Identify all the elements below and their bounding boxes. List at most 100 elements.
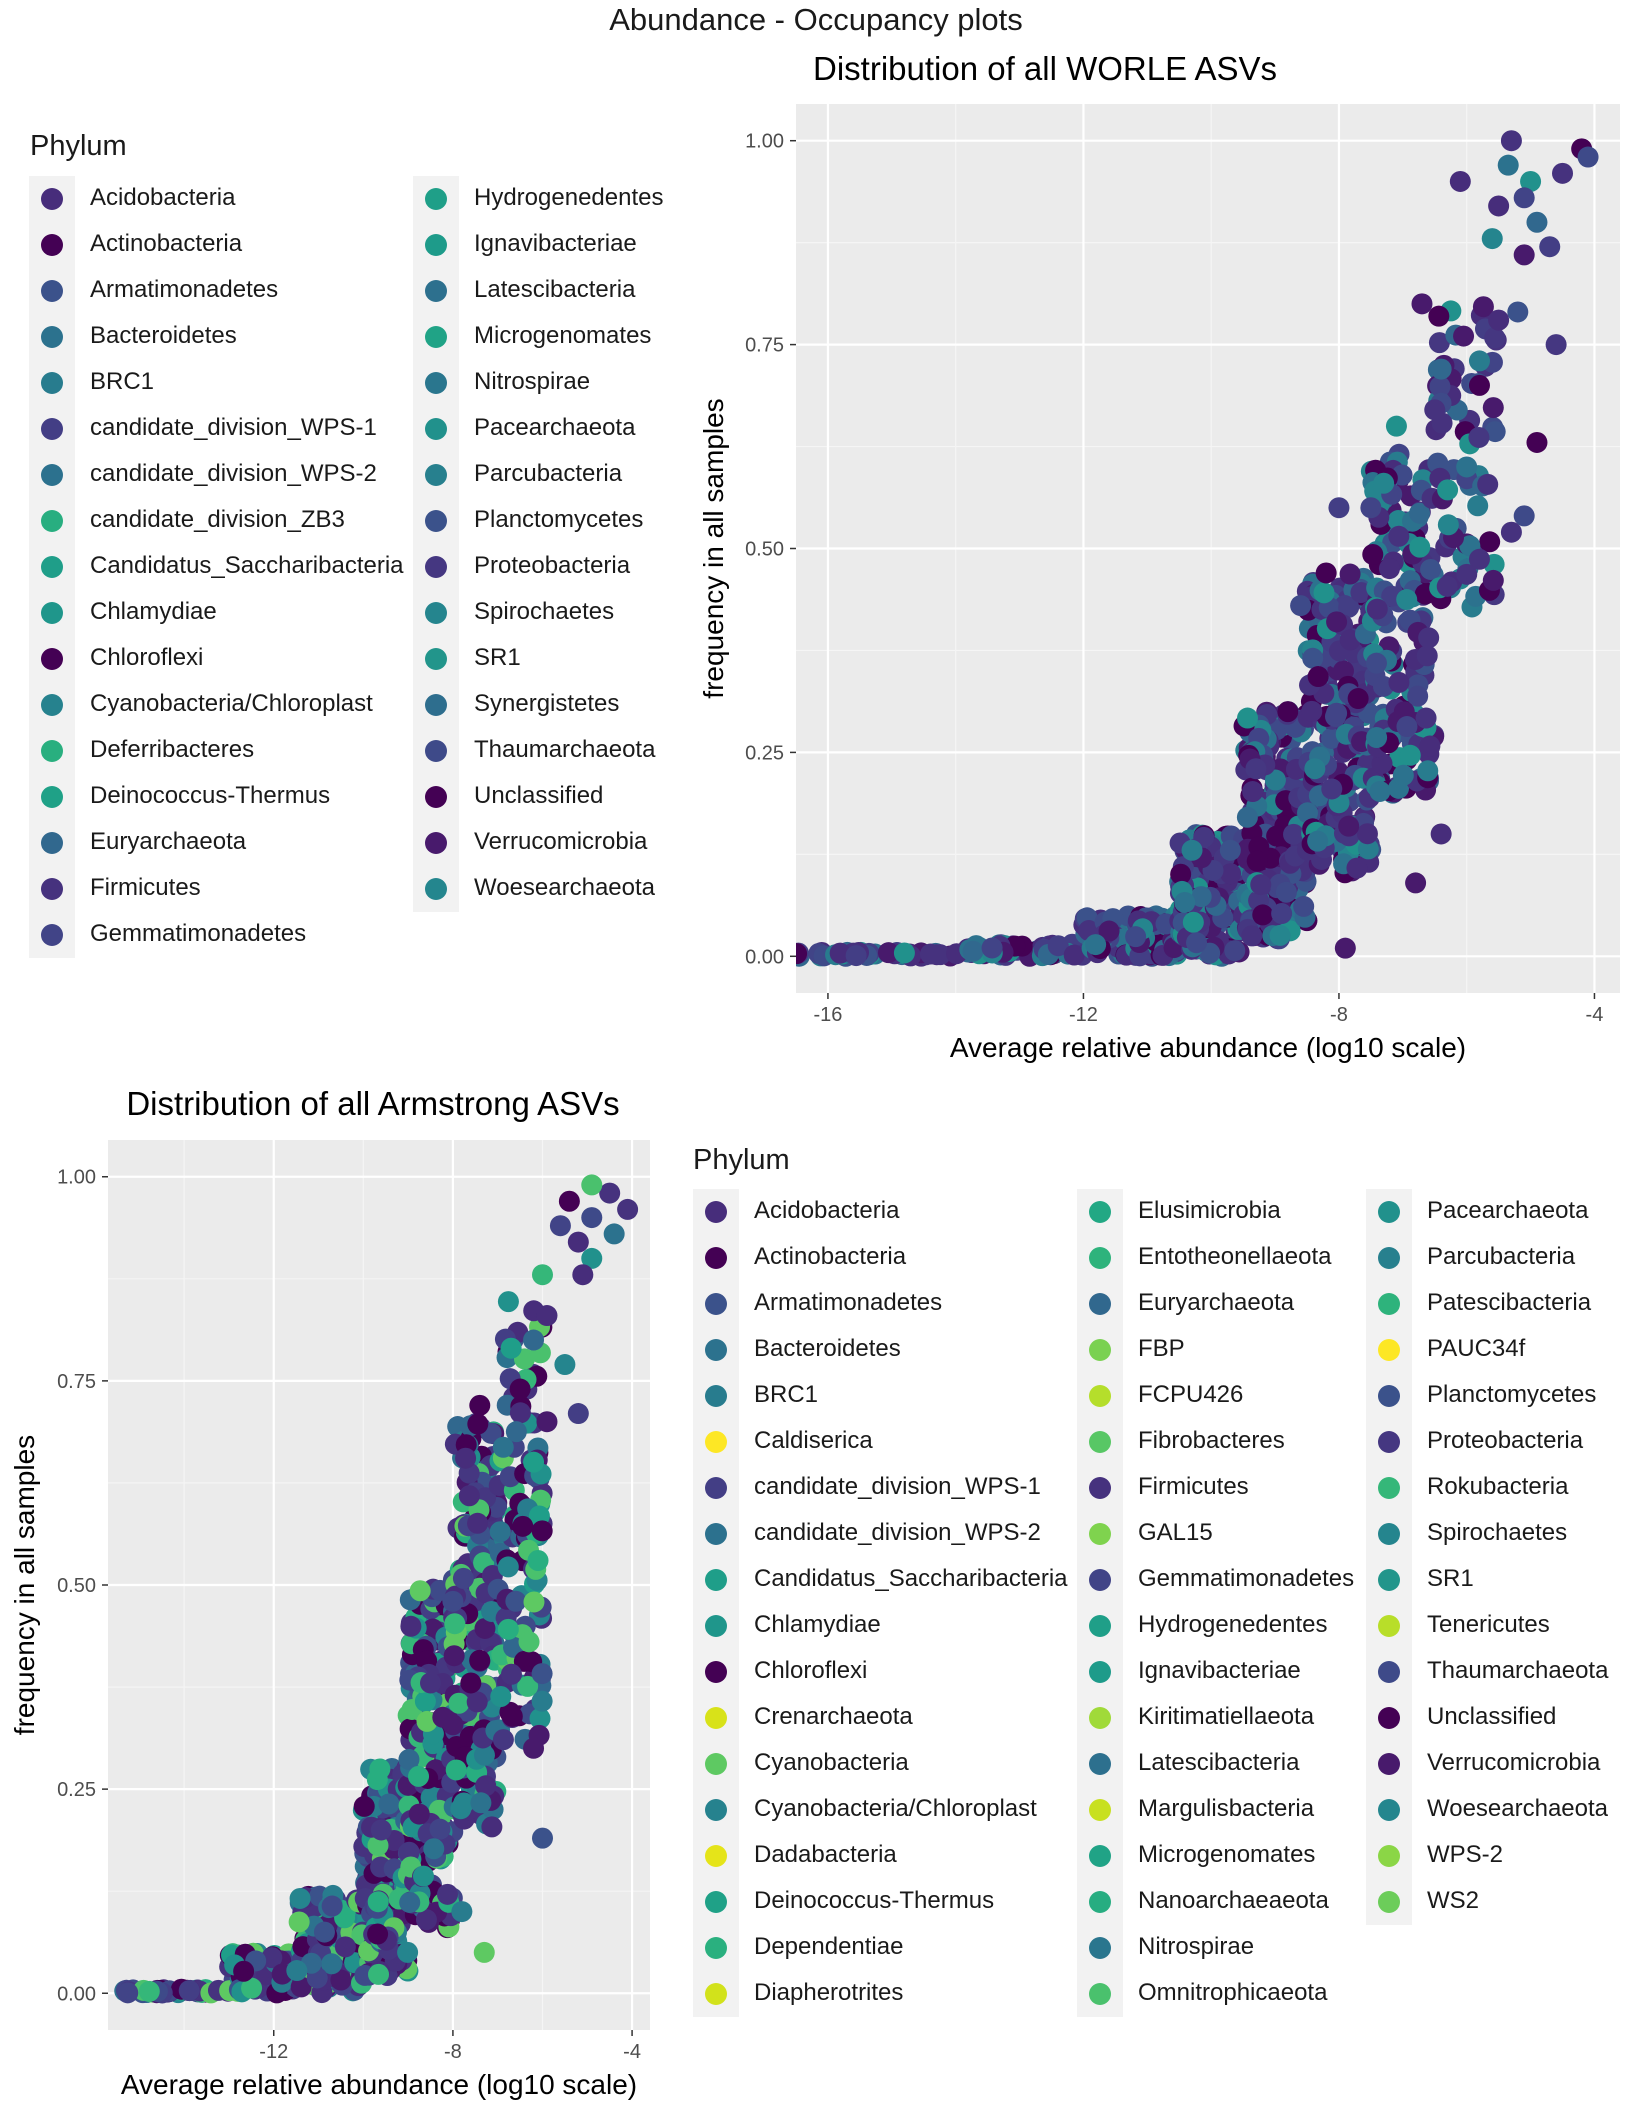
legend-key [1378,1891,1400,1913]
y-axis-label: frequency in all samples [9,1435,40,1735]
data-point [1219,839,1241,861]
legend-label: Microgenomates [1138,1841,1316,1868]
legend-key [1089,1569,1111,1591]
data-point [330,1969,352,1991]
y-tick-label: 1.00 [57,1167,96,1189]
legend-key [705,1293,727,1315]
data-point [1430,823,1452,845]
legend-key [705,1523,727,1545]
legend-label: Nitrospirae [1138,1933,1255,1960]
legend-label: Verrucomicrobia [1427,1749,1601,1776]
data-point [1507,301,1529,323]
legend-key [1089,1247,1111,1269]
data-point [1366,598,1388,620]
data-point [1428,332,1450,354]
legend-label: Candidatus_Saccharibacteria [90,552,404,579]
legend-key [425,326,447,348]
data-point [442,1590,464,1612]
data-point [321,1953,343,1975]
legend-key [1378,1707,1400,1729]
legend-label: Diapherotrites [754,1979,904,2006]
legend-label: Woesearchaeota [474,874,656,901]
data-point [117,1982,139,2004]
data-point [481,1816,503,1838]
data-point [523,1591,545,1613]
data-point [420,1672,442,1694]
data-point [474,1617,496,1639]
data-point [353,1795,375,1817]
data-point [1182,911,1204,933]
legend-label: SR1 [1427,1565,1474,1592]
legend-label: BRC1 [90,368,155,395]
data-point [500,1663,522,1685]
data-point [261,1947,283,1969]
data-point [445,1759,467,1781]
legend-key [1089,1293,1111,1315]
legend-key [425,234,447,256]
data-point [429,1818,451,1840]
data-point [1385,415,1407,437]
legend-label: Actinobacteria [754,1243,907,1270]
data-point [1085,934,1107,956]
data-point [178,1980,200,2002]
y-tick-label: 0.00 [745,946,784,968]
data-point [1482,397,1504,419]
data-point [512,1515,534,1537]
data-point [1307,830,1329,852]
data-point [444,1613,466,1635]
data-point [518,1631,540,1653]
legend-key [41,832,63,854]
data-point [1577,146,1599,168]
legend-label: candidate_division_WPS-1 [90,414,377,441]
data-point [1362,543,1384,565]
data-point [929,944,951,966]
data-point [1520,170,1542,192]
data-point [1220,863,1242,885]
legend-key [1089,1385,1111,1407]
legend-label: Pacearchaeota [1427,1197,1589,1224]
legend-key [1378,1569,1400,1591]
data-point [505,1590,527,1612]
legend-label: Chloroflexi [754,1657,868,1684]
data-point [581,1174,603,1196]
data-point [1424,399,1446,421]
legend-label: SR1 [474,644,521,671]
data-point [466,1691,488,1713]
x-axis-label: Average relative abundance (log10 scale) [121,2069,637,2100]
data-point [1488,309,1510,331]
data-point [1467,495,1489,517]
data-point [475,1775,497,1797]
data-point [448,1692,470,1714]
data-point [1378,558,1400,580]
legend-label: Rokubacteria [1427,1473,1569,1500]
legend-key [1089,1661,1111,1683]
legend-column [693,1189,739,2017]
legend-key [1378,1799,1400,1821]
data-point [567,1231,589,1253]
legend-key [425,602,447,624]
data-point [829,942,851,964]
legend-label: BRC1 [754,1381,819,1408]
legend-key [705,1477,727,1499]
legend-label: Acidobacteria [754,1197,900,1224]
legend-key [1378,1615,1400,1637]
data-point [962,940,984,962]
data-point [549,1215,571,1237]
data-point [489,1521,511,1543]
data-point [415,1909,437,1931]
legend-key [41,648,63,670]
legend-key [1089,1891,1111,1913]
data-point [1481,228,1503,250]
data-point [1277,701,1299,723]
legend-label: Cyanobacteria [754,1749,909,1776]
data-point [1063,944,1085,966]
data-point [470,1792,492,1814]
data-point [1456,456,1478,478]
legend-label: Chlamydiae [90,598,217,625]
legend-label: Pacearchaeota [474,414,636,441]
data-point [1418,627,1440,649]
legend-key [1378,1293,1400,1315]
legend-label: Entotheonellaeota [1138,1243,1332,1270]
data-point [523,1737,545,1759]
legend-key [705,1799,727,1821]
